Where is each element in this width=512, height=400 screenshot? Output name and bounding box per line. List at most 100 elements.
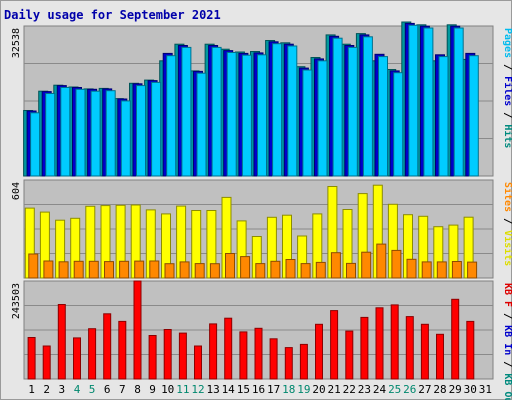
bar-kbf xyxy=(224,317,233,380)
bar-sites xyxy=(179,261,190,279)
x-tick-label: 13 xyxy=(206,383,219,396)
bar-kbf xyxy=(148,335,157,380)
x-tick-label: 21 xyxy=(327,383,340,396)
x-tick-label: 25 xyxy=(388,383,401,396)
bar-pages xyxy=(196,72,207,177)
x-tick-label: 6 xyxy=(104,383,111,396)
bar-sites xyxy=(270,260,281,279)
bar-kbf xyxy=(420,323,429,380)
x-tick-label: 28 xyxy=(433,383,446,396)
bar-pages xyxy=(166,55,177,177)
bar-sites xyxy=(194,263,205,279)
bar-sites xyxy=(43,260,54,279)
bar-kbf xyxy=(42,345,51,380)
legend-entry: / xyxy=(502,307,512,325)
bar-sites xyxy=(134,260,145,279)
x-tick-label: 29 xyxy=(449,383,462,396)
bar-pages xyxy=(272,43,283,177)
bar-sites xyxy=(285,259,296,279)
x-tick-label: 12 xyxy=(191,383,204,396)
legend-entry: Pages xyxy=(502,28,512,58)
bar-sites xyxy=(164,263,175,279)
bar-pages xyxy=(136,85,146,177)
x-tick-label: 3 xyxy=(58,383,65,396)
bar-sites xyxy=(209,263,220,279)
x-tick-label: 19 xyxy=(297,383,310,396)
x-tick-label: 31 xyxy=(479,383,492,396)
x-tick-label: 5 xyxy=(89,383,96,396)
x-tick-label: 1 xyxy=(28,383,35,396)
x-tick-label: 14 xyxy=(222,383,236,396)
x-tick-label: 9 xyxy=(149,383,156,396)
bar-sites xyxy=(346,262,356,279)
bar-pages xyxy=(226,52,237,177)
bar-sites xyxy=(315,261,326,279)
legend-entry: / xyxy=(502,106,512,124)
bar-sites xyxy=(330,252,341,279)
bar-pages xyxy=(257,54,267,177)
bar-kbf xyxy=(88,328,97,380)
x-tick-label: 18 xyxy=(282,383,295,396)
side-legend-label: Pages / Files / Hits xyxy=(502,28,512,148)
bar-kbf xyxy=(360,316,369,380)
x-tick-label: 2 xyxy=(43,383,50,396)
x-tick-label: 26 xyxy=(403,383,416,396)
bar-sites xyxy=(391,249,402,279)
bar-pages xyxy=(105,90,116,177)
y-tick-label: 32538 xyxy=(11,28,22,58)
bar-sites xyxy=(467,261,478,279)
x-tick-label: 15 xyxy=(237,383,250,396)
bar-kbf xyxy=(345,330,354,380)
bar-pages xyxy=(393,72,404,177)
bar-kbf xyxy=(239,331,248,380)
legend-entry: / xyxy=(502,212,512,230)
bar-kbf xyxy=(269,338,278,380)
bar-pages xyxy=(151,81,162,177)
bar-kbf xyxy=(209,323,218,380)
bar-pages xyxy=(423,27,434,177)
bar-kbf xyxy=(73,337,81,380)
x-tick-label: 17 xyxy=(267,383,280,396)
bar-sites xyxy=(88,260,99,279)
bar-kbf xyxy=(451,298,460,380)
x-tick-label: 11 xyxy=(176,383,189,396)
legend-entry: KB In xyxy=(502,325,512,355)
legend-entry: Visits xyxy=(502,230,512,266)
bar-pages xyxy=(241,54,252,177)
x-tick-label: 30 xyxy=(464,383,477,396)
bar-kbf xyxy=(163,329,172,380)
bar-pages xyxy=(287,45,298,177)
x-tick-label: 24 xyxy=(373,383,387,396)
x-tick-label: 10 xyxy=(161,383,174,396)
bar-pages xyxy=(60,87,71,177)
bar-pages xyxy=(378,56,388,177)
bar-sites xyxy=(436,261,447,279)
bar-sites xyxy=(240,256,251,279)
bar-kbf xyxy=(315,323,323,380)
x-tick-label: 16 xyxy=(252,383,265,396)
bar-pages xyxy=(362,36,373,177)
legend-entry: KB F xyxy=(502,283,512,307)
bar-sites xyxy=(119,260,130,279)
legend-entry: / xyxy=(502,58,512,76)
bar-pages xyxy=(453,27,464,177)
bar-kbf xyxy=(133,280,142,380)
bar-sites xyxy=(255,263,266,279)
legend-entry: KB Out xyxy=(502,373,512,400)
legend-entry: Files xyxy=(502,76,512,106)
legend-entry: Hits xyxy=(502,124,512,148)
bar-sites xyxy=(421,261,432,279)
bar-pages xyxy=(181,46,192,177)
bar-kbf xyxy=(375,307,384,380)
bar-kbf xyxy=(194,345,202,380)
bar-sites xyxy=(58,261,69,279)
bar-pages xyxy=(75,88,86,177)
bar-pages xyxy=(90,90,101,177)
x-tick-label: 22 xyxy=(343,383,356,396)
y-tick-label: 604 xyxy=(11,182,22,200)
bar-kbf xyxy=(299,343,308,380)
bar-sites xyxy=(406,258,417,279)
bar-pages xyxy=(408,24,419,177)
bar-kbf xyxy=(57,304,66,380)
